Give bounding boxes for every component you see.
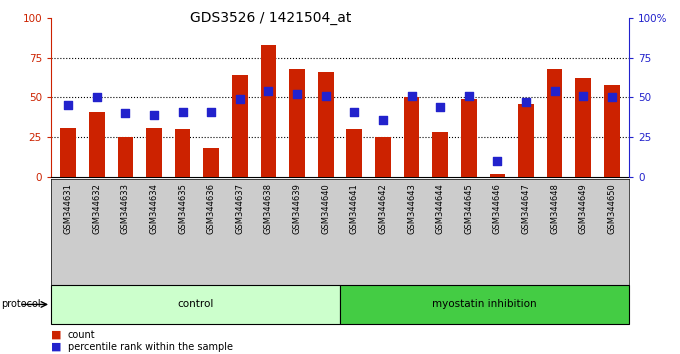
Point	[120, 110, 131, 116]
Text: GSM344636: GSM344636	[207, 183, 216, 234]
Text: GSM344633: GSM344633	[121, 183, 130, 234]
Bar	[175, 129, 190, 177]
Text: control: control	[177, 299, 214, 309]
Point	[463, 93, 474, 98]
Text: GSM344631: GSM344631	[64, 183, 73, 234]
Point	[263, 88, 274, 94]
Text: GSM344637: GSM344637	[235, 183, 244, 234]
Text: GSM344639: GSM344639	[292, 183, 301, 234]
Bar	[490, 174, 505, 177]
Text: GSM344638: GSM344638	[264, 183, 273, 234]
Text: GSM344649: GSM344649	[579, 183, 588, 234]
Text: count: count	[68, 330, 96, 339]
Point	[177, 109, 188, 115]
Point	[406, 93, 417, 98]
Text: GSM344634: GSM344634	[150, 183, 158, 234]
Text: GSM344646: GSM344646	[493, 183, 502, 234]
Text: GSM344643: GSM344643	[407, 183, 416, 234]
Point	[521, 99, 532, 105]
Bar	[461, 99, 477, 177]
Point	[607, 95, 617, 100]
Bar	[340, 285, 629, 324]
Text: GSM344642: GSM344642	[379, 183, 388, 234]
Bar	[375, 137, 391, 177]
Point	[349, 109, 360, 115]
Text: GSM344644: GSM344644	[436, 183, 445, 234]
Point	[206, 109, 217, 115]
Text: protocol: protocol	[1, 299, 41, 309]
Bar	[604, 85, 619, 177]
Text: GSM344645: GSM344645	[464, 183, 473, 234]
Text: GSM344650: GSM344650	[607, 183, 616, 234]
Text: myostatin inhibition: myostatin inhibition	[432, 299, 537, 309]
Bar	[61, 127, 76, 177]
Point	[148, 112, 159, 118]
Bar	[232, 75, 248, 177]
Bar	[203, 148, 219, 177]
Text: ■: ■	[51, 330, 61, 339]
Bar	[260, 45, 276, 177]
Bar	[518, 104, 534, 177]
Point	[292, 91, 303, 97]
Bar	[51, 285, 340, 324]
Text: ■: ■	[51, 342, 61, 352]
Point	[492, 158, 503, 164]
Text: percentile rank within the sample: percentile rank within the sample	[68, 342, 233, 352]
Text: GSM344641: GSM344641	[350, 183, 359, 234]
Bar	[432, 132, 448, 177]
Bar	[547, 69, 562, 177]
Point	[578, 93, 589, 98]
Bar	[575, 78, 591, 177]
Bar	[89, 112, 105, 177]
Bar	[118, 137, 133, 177]
Point	[377, 117, 388, 122]
Bar	[146, 127, 162, 177]
Bar	[289, 69, 305, 177]
Bar	[346, 129, 362, 177]
Point	[91, 95, 102, 100]
Point	[435, 104, 445, 110]
Point	[549, 88, 560, 94]
Text: GSM344635: GSM344635	[178, 183, 187, 234]
Bar	[404, 97, 420, 177]
Text: GDS3526 / 1421504_at: GDS3526 / 1421504_at	[190, 11, 352, 25]
Point	[63, 103, 73, 108]
Bar	[318, 72, 334, 177]
Point	[235, 96, 245, 102]
Text: GSM344632: GSM344632	[92, 183, 101, 234]
Text: GSM344640: GSM344640	[321, 183, 330, 234]
Point	[320, 93, 331, 98]
Text: GSM344648: GSM344648	[550, 183, 559, 234]
Text: GSM344647: GSM344647	[522, 183, 530, 234]
